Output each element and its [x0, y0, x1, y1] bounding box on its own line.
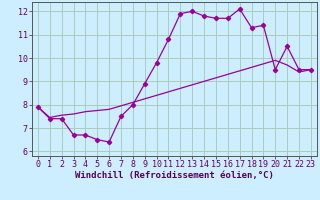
X-axis label: Windchill (Refroidissement éolien,°C): Windchill (Refroidissement éolien,°C)	[75, 171, 274, 180]
